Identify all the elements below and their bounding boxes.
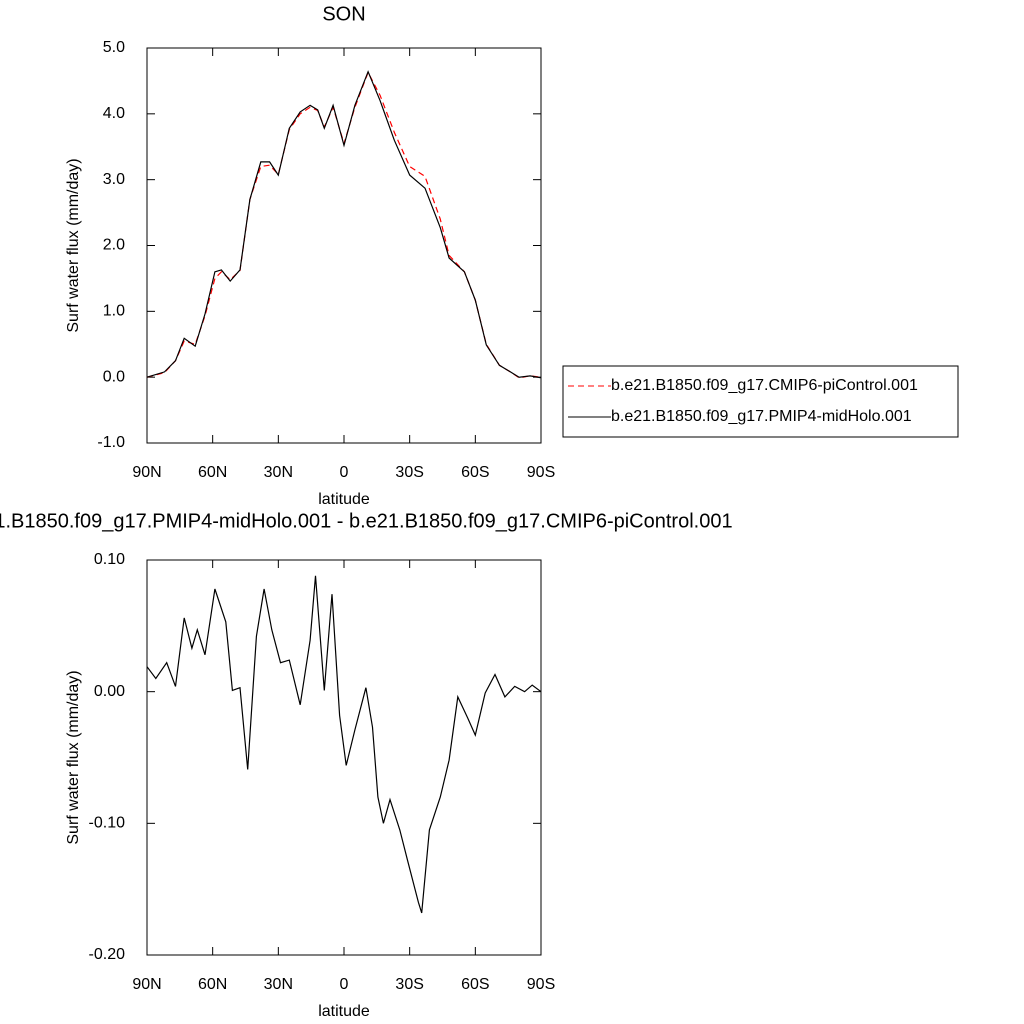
y-axis-label: Surf water flux (mm/day) bbox=[65, 670, 82, 844]
x-tick-label: 90N bbox=[132, 464, 161, 481]
y-tick-label: 0.00 bbox=[94, 683, 125, 700]
legend: b.e21.B1850.f09_g17.CMIP6-piControl.001b… bbox=[562, 365, 959, 438]
x-tick-label: 30S bbox=[395, 976, 423, 993]
legend-frame bbox=[562, 365, 959, 438]
x-axis-label: latitude bbox=[318, 491, 370, 508]
y-tick-label: -0.10 bbox=[89, 815, 126, 832]
x-tick-label: 90N bbox=[132, 976, 161, 993]
plot-frame bbox=[146, 559, 542, 956]
x-tick-label: 60S bbox=[461, 464, 489, 481]
x-tick-label: 60S bbox=[461, 976, 489, 993]
y-tick-label: 3.0 bbox=[103, 171, 125, 188]
plot-frame bbox=[146, 47, 542, 444]
x-tick-label: 60N bbox=[198, 976, 227, 993]
x-tick-label: 30S bbox=[395, 464, 423, 481]
x-tick-label: 90S bbox=[527, 464, 555, 481]
series-line bbox=[146, 70, 542, 379]
series-line bbox=[146, 70, 542, 379]
y-tick-label: 1.0 bbox=[103, 303, 125, 320]
x-tick-label: 0 bbox=[340, 464, 349, 481]
x-tick-label: 0 bbox=[340, 976, 349, 993]
y-tick-label: -0.20 bbox=[89, 946, 126, 963]
y-tick-label: 2.0 bbox=[103, 237, 125, 254]
y-tick-label: 0.10 bbox=[94, 551, 125, 568]
series-line bbox=[146, 575, 542, 914]
y-axis-label: Surf water flux (mm/day) bbox=[65, 158, 82, 332]
x-tick-label: 30N bbox=[264, 976, 293, 993]
chart-title: b.e21.B1850.f09_g17.PMIP4-midHolo.001 - … bbox=[0, 510, 733, 532]
y-tick-label: 4.0 bbox=[103, 105, 125, 122]
y-tick-label: 0.0 bbox=[103, 368, 125, 385]
legend-label: b.e21.B1850.f09_g17.PMIP4-midHolo.001 bbox=[611, 408, 912, 425]
x-tick-label: 60N bbox=[198, 464, 227, 481]
legend-label: b.e21.B1850.f09_g17.CMIP6-piControl.001 bbox=[611, 377, 918, 394]
x-axis-label: latitude bbox=[318, 1003, 370, 1020]
x-tick-label: 30N bbox=[264, 464, 293, 481]
x-tick-label: 90S bbox=[527, 976, 555, 993]
y-tick-label: -1.0 bbox=[97, 434, 125, 451]
chart-title: SON bbox=[322, 3, 365, 25]
y-tick-label: 5.0 bbox=[103, 39, 125, 56]
